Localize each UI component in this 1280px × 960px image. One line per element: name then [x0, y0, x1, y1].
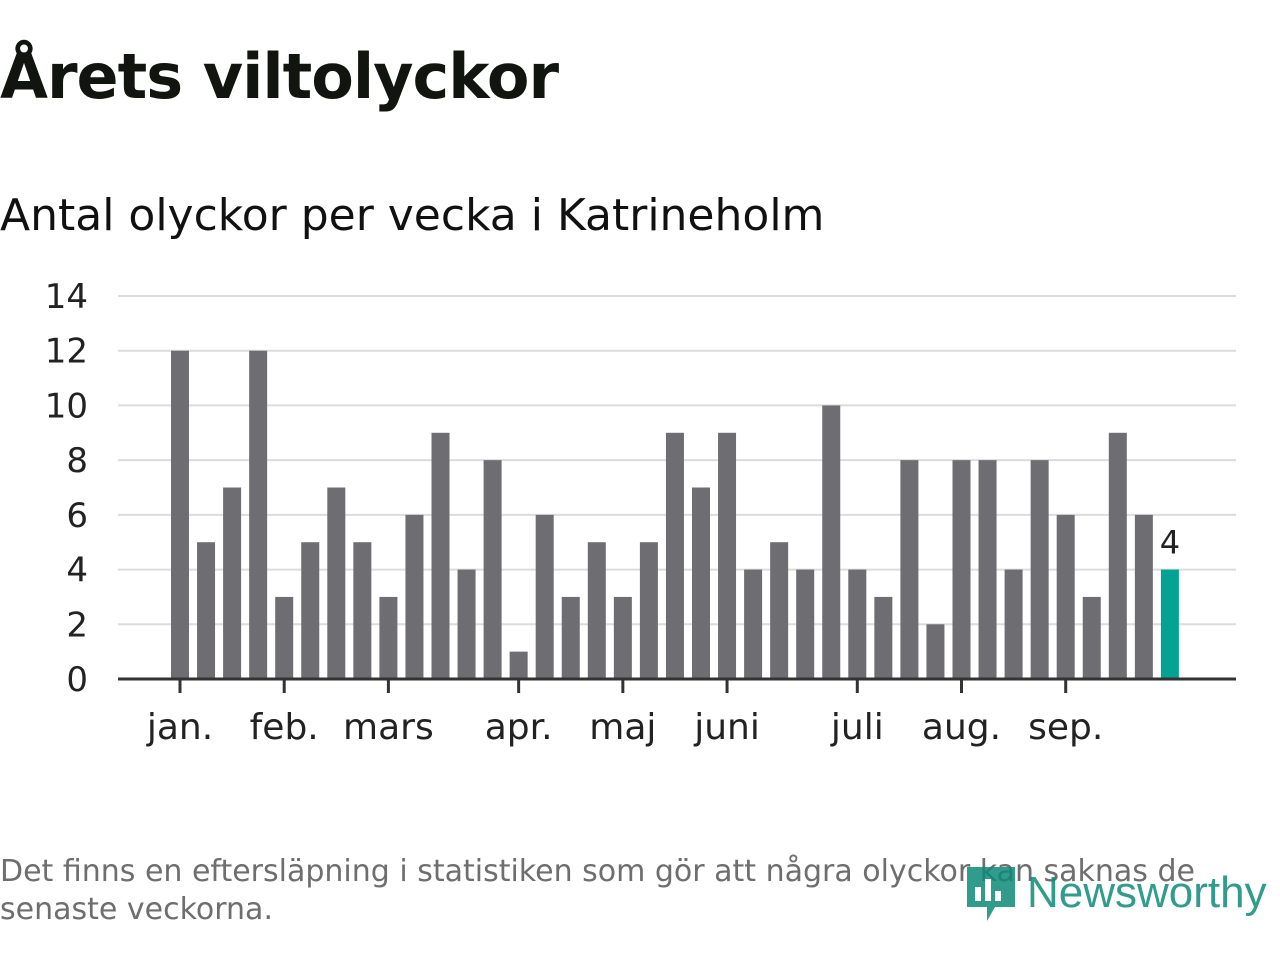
bar — [613, 596, 632, 679]
bar — [327, 487, 346, 679]
bar — [1134, 514, 1153, 679]
x-axis-ticks: jan. feb. mars apr. maj juni juli aug. sep. — [146, 679, 1103, 748]
chart-title: Årets viltolyckor — [0, 40, 559, 113]
bar — [483, 460, 502, 679]
y-tick-label: 8 — [66, 441, 88, 481]
bar — [770, 542, 789, 679]
brand-name: Newsworthy — [1027, 868, 1267, 917]
bar — [223, 487, 242, 679]
y-tick-label: 6 — [66, 496, 88, 536]
bar — [1082, 596, 1101, 679]
y-tick-label: 2 — [66, 605, 88, 645]
bar — [587, 542, 606, 679]
data-labels: 4 — [1160, 524, 1180, 562]
bar — [718, 432, 737, 679]
y-tick-label: 4 — [66, 551, 88, 591]
bar — [301, 542, 320, 679]
bar — [535, 514, 554, 679]
bar — [197, 542, 216, 679]
x-tick-label: aug. — [922, 707, 1001, 748]
x-tick-label: mars — [343, 707, 434, 748]
bar — [1030, 460, 1049, 679]
bar — [900, 460, 919, 679]
bar — [744, 569, 763, 679]
y-tick-label: 12 — [45, 332, 88, 372]
bar — [926, 624, 945, 679]
bar — [561, 596, 580, 679]
bar — [379, 596, 398, 679]
bar-highlight — [1160, 569, 1179, 679]
bar — [275, 596, 294, 679]
bar — [405, 514, 424, 679]
bar — [431, 432, 450, 679]
bar — [822, 405, 841, 679]
bar — [796, 569, 815, 679]
y-tick-label: 0 — [66, 660, 88, 700]
bar — [1056, 514, 1075, 679]
y-tick-label: 10 — [45, 386, 88, 426]
chart-subtitle: Antal olyckor per vecka i Katrineholm — [0, 190, 825, 241]
x-tick-label: apr. — [485, 707, 553, 748]
bar — [978, 460, 997, 679]
bar — [1004, 569, 1023, 679]
x-tick-label: feb. — [250, 707, 319, 748]
x-tick-label: sep. — [1028, 707, 1103, 748]
bar — [509, 651, 528, 679]
bar — [665, 432, 684, 679]
bar — [952, 460, 971, 679]
bar — [639, 542, 658, 679]
bar — [171, 350, 189, 679]
bar — [848, 569, 867, 679]
x-tick-label: maj — [589, 707, 656, 748]
bar — [249, 350, 268, 679]
brand-logo: Newsworthy — [965, 860, 1267, 926]
x-tick-label: juli — [830, 707, 884, 748]
x-tick-label: jan. — [146, 707, 213, 748]
bar — [1108, 432, 1127, 679]
y-axis-ticks: 0 2 4 6 8 10 12 14 — [45, 277, 88, 700]
bars — [171, 350, 1179, 679]
y-tick-label: 14 — [45, 277, 88, 317]
bar — [692, 487, 710, 679]
newsworthy-logo-icon — [967, 867, 1015, 921]
highlight-value-label: 4 — [1160, 524, 1180, 562]
bar — [874, 596, 893, 679]
x-tick-label: juni — [693, 707, 760, 748]
bar — [353, 542, 372, 679]
bar — [457, 569, 476, 679]
